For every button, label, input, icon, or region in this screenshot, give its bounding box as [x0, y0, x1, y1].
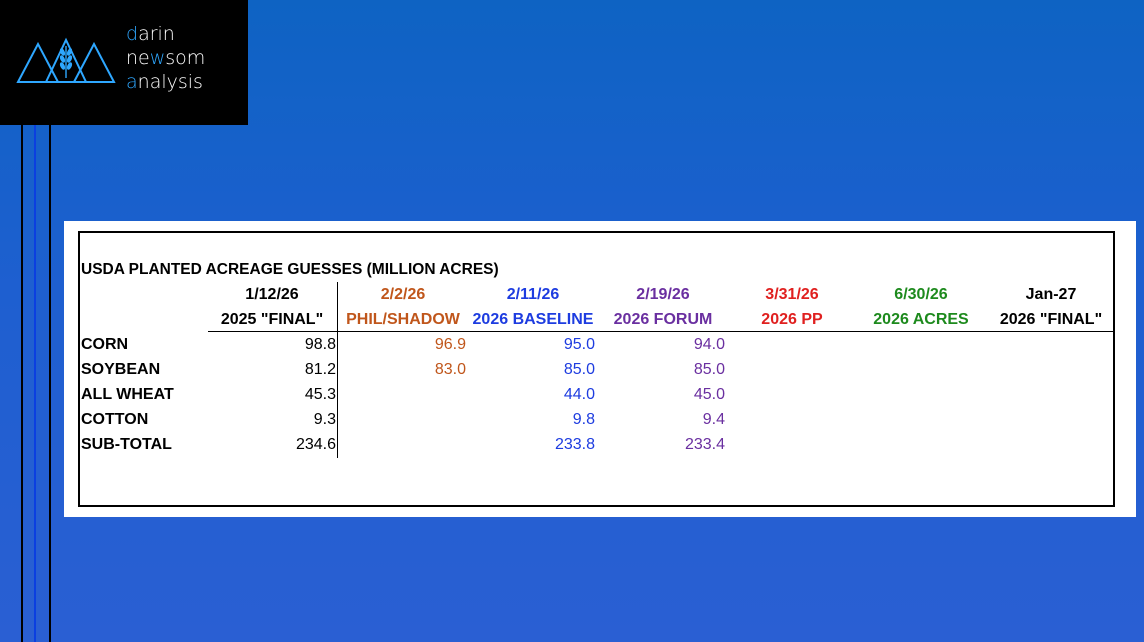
column-date: 2/11/26: [506, 286, 560, 303]
decor-line: [21, 125, 23, 642]
logo-word: som: [165, 47, 206, 69]
table-cell: 98.8: [304, 336, 336, 353]
column-label: 2026 PP: [761, 311, 823, 328]
column-date: 6/30/26: [894, 286, 948, 303]
row-label: ALL WHEAT: [81, 386, 174, 403]
column-label: 2026 FORUM: [613, 311, 713, 328]
column-label: 2026 "FINAL": [999, 311, 1103, 328]
table-title: USDA PLANTED ACREAGE GUESSES (MILLION AC…: [81, 261, 499, 278]
column-date: 2/19/26: [636, 286, 690, 303]
decor-line: [49, 125, 51, 642]
table-cell: 44.0: [563, 386, 595, 403]
table-cell: 85.0: [693, 361, 725, 378]
table-cell: 85.0: [563, 361, 595, 378]
table-cell: 9.8: [572, 411, 595, 428]
table-cell: 233.4: [684, 436, 725, 453]
table-cell: 83.0: [434, 361, 466, 378]
column-date: 1/12/26: [245, 286, 299, 303]
mountain-wheat-icon: [16, 37, 116, 83]
column-divider: [337, 282, 338, 458]
column-label: 2026 BASELINE: [472, 311, 594, 328]
table-cell: 9.3: [313, 411, 336, 428]
column-date: Jan-27: [1025, 286, 1077, 303]
table-cell: 9.4: [702, 411, 725, 428]
table-cell: 234.6: [295, 436, 336, 453]
table-cell: 45.0: [693, 386, 725, 403]
decor-line: [34, 125, 36, 642]
table-cell: 96.9: [434, 336, 466, 353]
row-label: CORN: [81, 336, 129, 353]
logo-initial: d: [126, 23, 139, 45]
logo: darin newsom analysis: [0, 0, 248, 125]
logo-initial: w: [149, 47, 166, 69]
table-cell: 233.8: [554, 436, 595, 453]
column-label: PHIL/SHADOW: [346, 311, 460, 328]
table-cell: 95.0: [563, 336, 595, 353]
row-label: COTTON: [81, 411, 149, 428]
column-label: 2025 "FINAL": [220, 311, 324, 328]
column-date: 2/2/26: [380, 286, 426, 303]
table-cell: 94.0: [693, 336, 725, 353]
column-label: 2026 ACRES: [873, 311, 969, 328]
table-cell: 45.3: [304, 386, 336, 403]
logo-word: ne: [126, 47, 150, 69]
header-divider: [208, 331, 1115, 332]
logo-wordmark: darin newsom analysis: [126, 22, 205, 94]
table-cell: 81.2: [304, 361, 336, 378]
logo-initial: a: [126, 71, 138, 93]
logo-word: nalysis: [137, 71, 203, 93]
logo-word: arin: [138, 23, 175, 45]
table-frame: [78, 231, 1115, 507]
column-date: 3/31/26: [765, 286, 819, 303]
row-label: SOYBEAN: [81, 361, 161, 378]
row-label: SUB-TOTAL: [81, 436, 172, 453]
